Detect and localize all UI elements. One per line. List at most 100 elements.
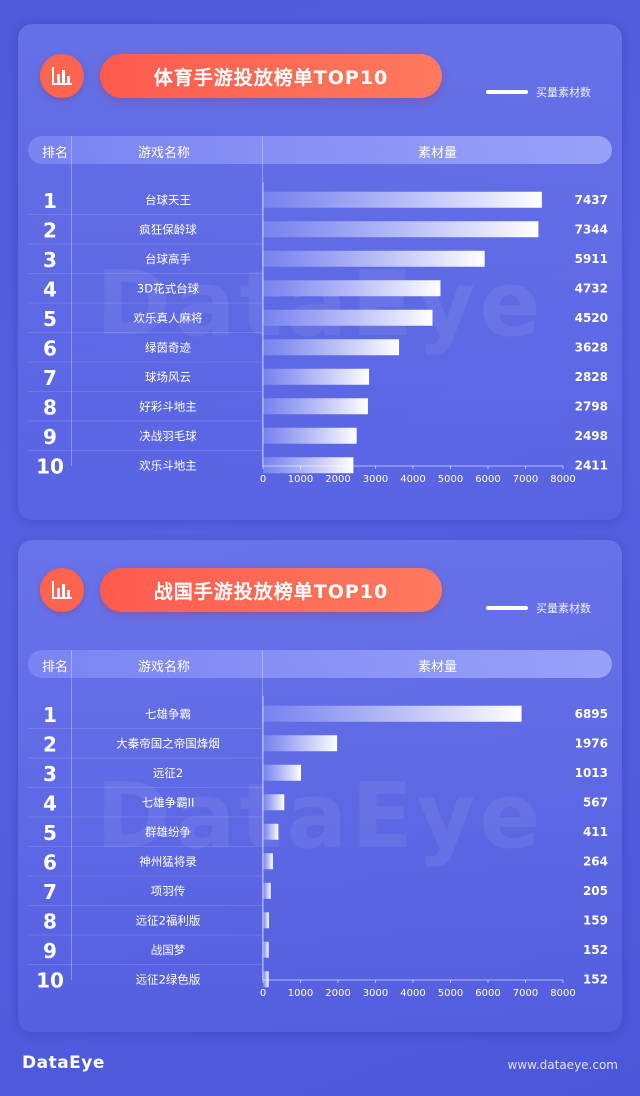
legend-label: 买量素材数 [536, 602, 591, 615]
rank-label: 10 [36, 454, 64, 478]
rank-label: 8 [43, 909, 57, 933]
category-label: 神州猛将录 [139, 854, 197, 868]
data-label: 2828 [575, 370, 608, 384]
bar [263, 221, 539, 238]
category-label: 疯狂保龄球 [139, 222, 197, 236]
bar [263, 280, 441, 297]
chart-title: 战国手游投放榜单TOP10 [100, 568, 442, 612]
legend: 买量素材数 [486, 600, 591, 616]
rank-label: 6 [43, 850, 57, 874]
bar [263, 427, 357, 444]
bar [263, 882, 271, 899]
bar-chart-sports: 1 台球天王 7437 2 疯狂保龄球 7344 3 台球高手 5911 4 3D花式台球 4732 5… [28, 182, 608, 485]
bar [263, 339, 400, 356]
bar [263, 735, 338, 752]
category-label: 3D花式台球 [137, 281, 200, 295]
bar [263, 705, 522, 722]
bar [263, 250, 485, 267]
panel-sports: DataEye 体育手游投放榜单TOP10 买量素材数 排名 游戏名称 素材量 … [18, 24, 622, 520]
rank-label: 3 [43, 762, 57, 786]
bar [263, 794, 285, 811]
bar [263, 398, 368, 415]
category-label: 远征2福利版 [136, 913, 201, 927]
data-label: 5911 [575, 252, 608, 266]
legend: 买量素材数 [486, 84, 591, 100]
footer-logo: DataEye [22, 1053, 105, 1073]
column-divider [71, 136, 72, 466]
data-label: 7437 [575, 193, 608, 207]
data-label: 3628 [575, 340, 608, 354]
header-rank: 排名 [42, 660, 69, 675]
data-label: 2498 [575, 429, 608, 443]
data-label: 4520 [575, 311, 608, 325]
category-label: 球场风云 [145, 370, 191, 384]
x-tick-label: 6000 [475, 474, 500, 485]
rank-label: 7 [43, 880, 57, 904]
header-value: 素材量 [418, 660, 458, 675]
bar [263, 309, 433, 326]
x-tick-label: 5000 [438, 474, 463, 485]
column-divider [71, 650, 72, 980]
x-tick-label: 4000 [400, 474, 425, 485]
category-label: 台球天王 [145, 193, 191, 207]
x-tick-label: 0 [260, 988, 266, 999]
category-label: 大秦帝国之帝国烽烟 [116, 736, 220, 750]
table-header: 排名 游戏名称 素材量 [28, 136, 612, 164]
rank-label: 2 [43, 732, 57, 756]
footer-url[interactable]: www.dataeye.com [507, 1058, 619, 1072]
rank-label: 5 [43, 307, 57, 331]
x-tick-label: 8000 [550, 988, 575, 999]
category-label: 好彩斗地主 [139, 399, 197, 413]
rank-label: 1 [43, 189, 57, 213]
x-tick-label: 4000 [400, 988, 425, 999]
data-label: 152 [583, 943, 608, 957]
header-name: 游戏名称 [138, 146, 191, 161]
data-label: 7344 [575, 222, 608, 236]
x-tick-label: 5000 [438, 988, 463, 999]
header-rank: 排名 [42, 146, 69, 161]
data-label: 2411 [575, 458, 608, 472]
data-label: 264 [583, 854, 608, 868]
category-label: 欢乐真人麻将 [134, 311, 203, 325]
bar [263, 457, 354, 474]
chart-title: 体育手游投放榜单TOP10 [100, 54, 442, 98]
x-tick-label: 2000 [325, 988, 350, 999]
category-label: 欢乐斗地主 [139, 458, 197, 472]
category-label: 项羽传 [151, 884, 186, 898]
rank-label: 3 [43, 248, 57, 272]
category-label: 决战羽毛球 [139, 429, 197, 443]
bar [263, 191, 542, 208]
category-label: 远征2 [153, 766, 183, 780]
category-label: 绿茵奇迹 [145, 340, 191, 354]
data-label: 411 [583, 825, 608, 839]
x-tick-label: 8000 [550, 474, 575, 485]
category-label: 台球高手 [145, 252, 191, 266]
bar [263, 941, 269, 958]
data-label: 205 [583, 884, 608, 898]
bar [263, 368, 370, 385]
x-tick-label: 7000 [513, 474, 538, 485]
category-label: 七雄争霸II [142, 795, 195, 809]
bar [263, 853, 273, 870]
x-tick-label: 1000 [288, 988, 313, 999]
table-header: 排名 游戏名称 素材量 [28, 650, 612, 678]
rank-label: 6 [43, 336, 57, 360]
legend-label: 买量素材数 [536, 86, 591, 99]
data-label: 4732 [575, 281, 608, 295]
legend-swatch [486, 606, 528, 610]
x-tick-label: 3000 [363, 988, 388, 999]
panel-warring-states: DataEye 战国手游投放榜单TOP10 买量素材数 排名 游戏名称 素材量 … [18, 540, 622, 1032]
rank-label: 1 [43, 703, 57, 727]
data-label: 1976 [575, 736, 608, 750]
x-tick-label: 3000 [363, 474, 388, 485]
rank-label: 4 [43, 791, 57, 815]
rank-label: 5 [43, 821, 57, 845]
x-tick-label: 6000 [475, 988, 500, 999]
legend-swatch [486, 90, 528, 94]
category-label: 群雄纷争 [145, 825, 191, 839]
category-label: 战国梦 [151, 943, 186, 957]
rank-label: 9 [43, 425, 57, 449]
bar [263, 823, 279, 840]
data-label: 2798 [575, 399, 608, 413]
